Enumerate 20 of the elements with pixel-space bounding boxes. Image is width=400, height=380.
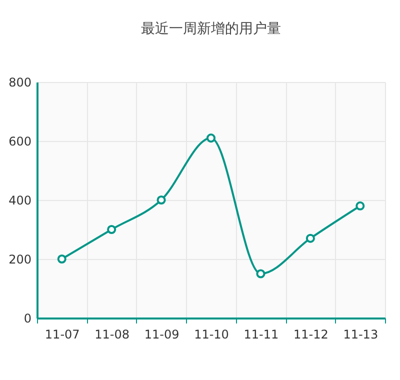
point bbox=[206, 134, 216, 143]
x-tick-label: 11-11 bbox=[244, 328, 279, 342]
y-tick-label: 800 bbox=[8, 76, 32, 90]
point bbox=[107, 224, 116, 234]
x-tick-label: 11-08 bbox=[94, 328, 130, 342]
y-tick-label: 400 bbox=[8, 194, 32, 208]
point bbox=[57, 254, 66, 264]
y-tick-label: 600 bbox=[8, 134, 32, 148]
x-tick-label: 11-09 bbox=[144, 328, 180, 342]
y-tick-label: 200 bbox=[8, 252, 32, 266]
chart-title: 最近一周新增的用户量 bbox=[141, 21, 281, 37]
point bbox=[256, 269, 266, 278]
x-tick-label: 11-07 bbox=[44, 328, 80, 342]
x-tick-label: 11-12 bbox=[293, 328, 328, 342]
y-tick-label: 0 bbox=[24, 312, 32, 326]
x-tick-label: 11-10 bbox=[194, 328, 229, 342]
point bbox=[356, 201, 365, 210]
point bbox=[156, 195, 166, 205]
point bbox=[306, 234, 315, 243]
x-tick-label: 11-13 bbox=[343, 328, 378, 342]
